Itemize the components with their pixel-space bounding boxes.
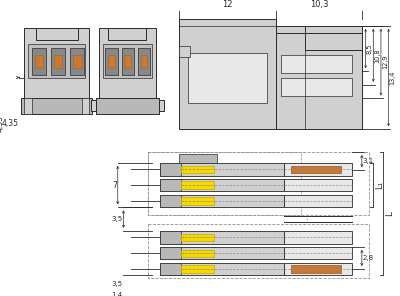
Bar [138,48,150,75]
Bar [281,55,352,73]
Bar [160,247,181,260]
Bar [148,224,370,278]
Bar [181,197,214,205]
Bar [148,152,301,215]
Bar [160,194,181,207]
Text: 8,5: 8,5 [367,43,373,54]
Bar [276,26,362,33]
Bar [82,97,89,114]
Bar [160,231,284,244]
Circle shape [246,107,260,119]
Bar [276,33,362,129]
Bar [91,100,96,111]
Bar [22,97,92,114]
Circle shape [193,107,206,119]
Bar [160,263,284,275]
Text: 12: 12 [222,0,233,9]
Bar [36,28,78,40]
Text: 1,4: 1,4 [112,292,122,296]
Bar [179,19,276,129]
Text: 13,4: 13,4 [390,70,396,85]
Bar [124,55,131,67]
Bar [160,179,181,192]
Bar [24,28,89,114]
Bar [291,266,341,273]
Text: 2,8: 2,8 [363,255,374,261]
Bar [141,55,147,67]
Bar [160,263,181,275]
Text: 3,5: 3,5 [112,216,122,222]
Circle shape [220,107,233,119]
Bar [284,247,352,260]
Bar [188,53,266,103]
Bar [160,231,181,244]
Bar [179,154,217,163]
Text: 3,5: 3,5 [112,281,122,287]
Bar [160,194,284,207]
Bar [73,55,82,67]
Circle shape [221,31,232,42]
Bar [102,44,152,78]
Text: 10,8: 10,8 [374,48,380,63]
Bar [99,28,156,114]
Bar [28,44,85,78]
Bar [181,181,214,189]
Text: 7: 7 [112,181,117,189]
Bar [70,48,84,75]
Circle shape [190,31,202,42]
Bar [284,179,352,192]
Bar [108,28,146,40]
Bar [181,234,214,241]
Bar [96,97,159,114]
Bar [32,48,46,75]
Bar [160,247,284,260]
Bar [160,179,284,192]
Bar [148,152,370,215]
Text: L: L [385,211,394,216]
Bar [54,55,62,67]
Text: 10,3: 10,3 [310,0,328,9]
Bar [179,46,190,57]
Bar [284,231,352,244]
Bar [181,250,214,257]
Bar [122,48,134,75]
Bar [291,165,341,173]
Text: 12,9: 12,9 [382,55,388,69]
Text: 4,35: 4,35 [2,119,19,128]
Bar [160,163,181,176]
Bar [24,97,32,114]
Bar [51,48,65,75]
Bar [181,165,214,173]
Bar [35,55,43,67]
Text: 3,1: 3,1 [363,158,374,164]
Bar [159,100,164,111]
Bar [284,263,352,275]
Bar [284,194,352,207]
Text: L₁: L₁ [375,181,384,189]
Text: 4,35: 4,35 [0,115,5,132]
Bar [108,55,115,67]
Bar [105,48,118,75]
Bar [181,266,214,273]
Bar [281,78,352,96]
Bar [284,163,352,176]
Bar [160,163,284,176]
